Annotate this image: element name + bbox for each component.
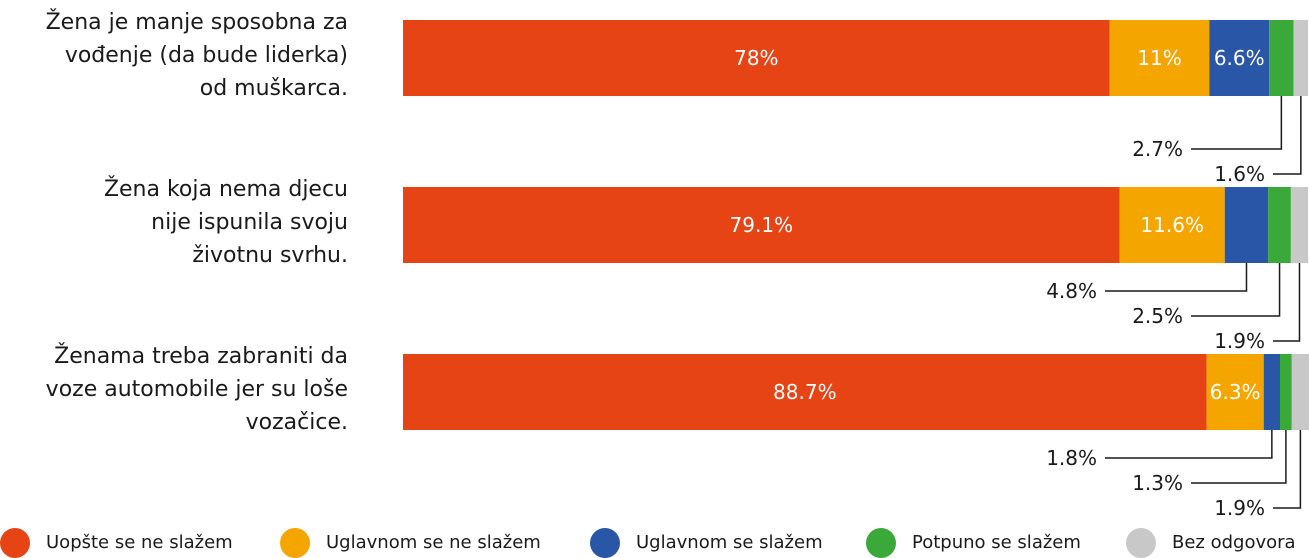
question-label-line: životnu svrhu. — [192, 243, 348, 268]
question-label-line: vođenje (da bude liderka) — [64, 43, 348, 68]
legend-swatch — [280, 527, 310, 558]
question-label-line: Ženama treba zabraniti da — [54, 344, 348, 369]
legend-swatch — [866, 527, 896, 558]
data-label: 6.3% — [1210, 380, 1261, 404]
question-label-line: od muškarca. — [199, 76, 348, 101]
legend-label: Uglavnom se slažem — [636, 532, 823, 553]
bar-segment — [1119, 187, 1225, 263]
data-label: 1.9% — [1214, 329, 1265, 353]
bar-segment — [1291, 354, 1309, 430]
bar-segment — [1293, 20, 1309, 96]
leader-line — [1191, 96, 1283, 150]
legend-item: Uglavnom se ne slažem — [280, 527, 541, 558]
data-label: 11.6% — [1140, 213, 1204, 237]
question-label-line: Žena koja nema djecu — [103, 177, 348, 202]
data-label: 1.6% — [1214, 162, 1265, 186]
question-label-line: vozačice. — [245, 410, 348, 435]
legend-swatch — [590, 527, 620, 558]
data-label: 11% — [1137, 46, 1181, 70]
leader-line — [1273, 430, 1302, 509]
bar-segment — [403, 187, 1120, 263]
data-label: 2.7% — [1132, 137, 1183, 161]
leader-line — [1191, 263, 1281, 317]
bar-segment — [1206, 354, 1264, 430]
question-label-line: nije ispunila svoju — [151, 210, 348, 235]
leader-line — [1191, 430, 1287, 484]
bar-segment — [1224, 187, 1269, 263]
legend: Uopšte se ne slažem Uglavnom se ne slažem… — [0, 527, 1309, 558]
bar-segment — [1280, 354, 1292, 430]
bar-segment — [403, 354, 1207, 430]
leader-line — [1273, 96, 1302, 175]
bar-segment — [1290, 187, 1309, 263]
legend-swatch — [1126, 527, 1156, 558]
bar-group: 78% 11% 6.6% 2.7% 1.6% — [403, 20, 1309, 186]
data-label: 79.1% — [730, 213, 794, 237]
bar-segment — [403, 20, 1110, 96]
bar-segment — [1268, 187, 1291, 263]
question-label: Žena koja nema djecu nije ispunila svoju ž… — [0, 173, 348, 272]
bar-group: 88.7% 6.3% 1.8% 1.3% 1.9% — [403, 354, 1309, 520]
bar-segment — [1209, 20, 1270, 96]
data-label: 88.7% — [773, 380, 837, 404]
leader-line — [1273, 263, 1301, 342]
legend-item: Uopšte se ne slažem — [0, 527, 233, 558]
legend-label: Uglavnom se ne slažem — [326, 532, 541, 553]
bar-segment — [1269, 20, 1294, 96]
data-label: 4.8% — [1046, 279, 1097, 303]
legend-item: Uglavnom se slažem — [590, 527, 823, 558]
leader-line — [1105, 430, 1273, 459]
bar-segment — [1109, 20, 1210, 96]
legend-swatch — [0, 527, 30, 558]
stacked-bar-chart: 78% 11% 6.6% 2.7% 1.6% 79.1% 11.6% 4.8% 2.5% 1.9%… — [403, 20, 1309, 520]
data-label: 6.6% — [1214, 46, 1265, 70]
legend-item: Bez odgovora — [1126, 527, 1296, 558]
bar-segment — [1263, 354, 1281, 430]
legend-label: Potpuno se slažem — [912, 532, 1081, 553]
legend-label: Uopšte se ne slažem — [46, 532, 233, 553]
data-label: 1.8% — [1046, 446, 1097, 470]
question-label: Žena je manje sposobna za vođenje (da bud… — [0, 6, 348, 105]
data-label: 1.9% — [1214, 496, 1265, 520]
question-label: Ženama treba zabraniti da voze automobile… — [0, 340, 348, 439]
legend-label: Bez odgovora — [1172, 532, 1296, 553]
bar-group: 79.1% 11.6% 4.8% 2.5% 1.9% — [403, 187, 1309, 353]
question-label-line: Žena je manje sposobna za — [45, 10, 348, 35]
legend-item: Potpuno se slažem — [866, 527, 1081, 558]
question-label-line: voze automobile jer su loše — [45, 377, 348, 402]
leader-line — [1105, 263, 1248, 292]
data-label: 2.5% — [1132, 304, 1183, 328]
data-label: 78% — [734, 46, 778, 70]
data-label: 1.3% — [1132, 471, 1183, 495]
